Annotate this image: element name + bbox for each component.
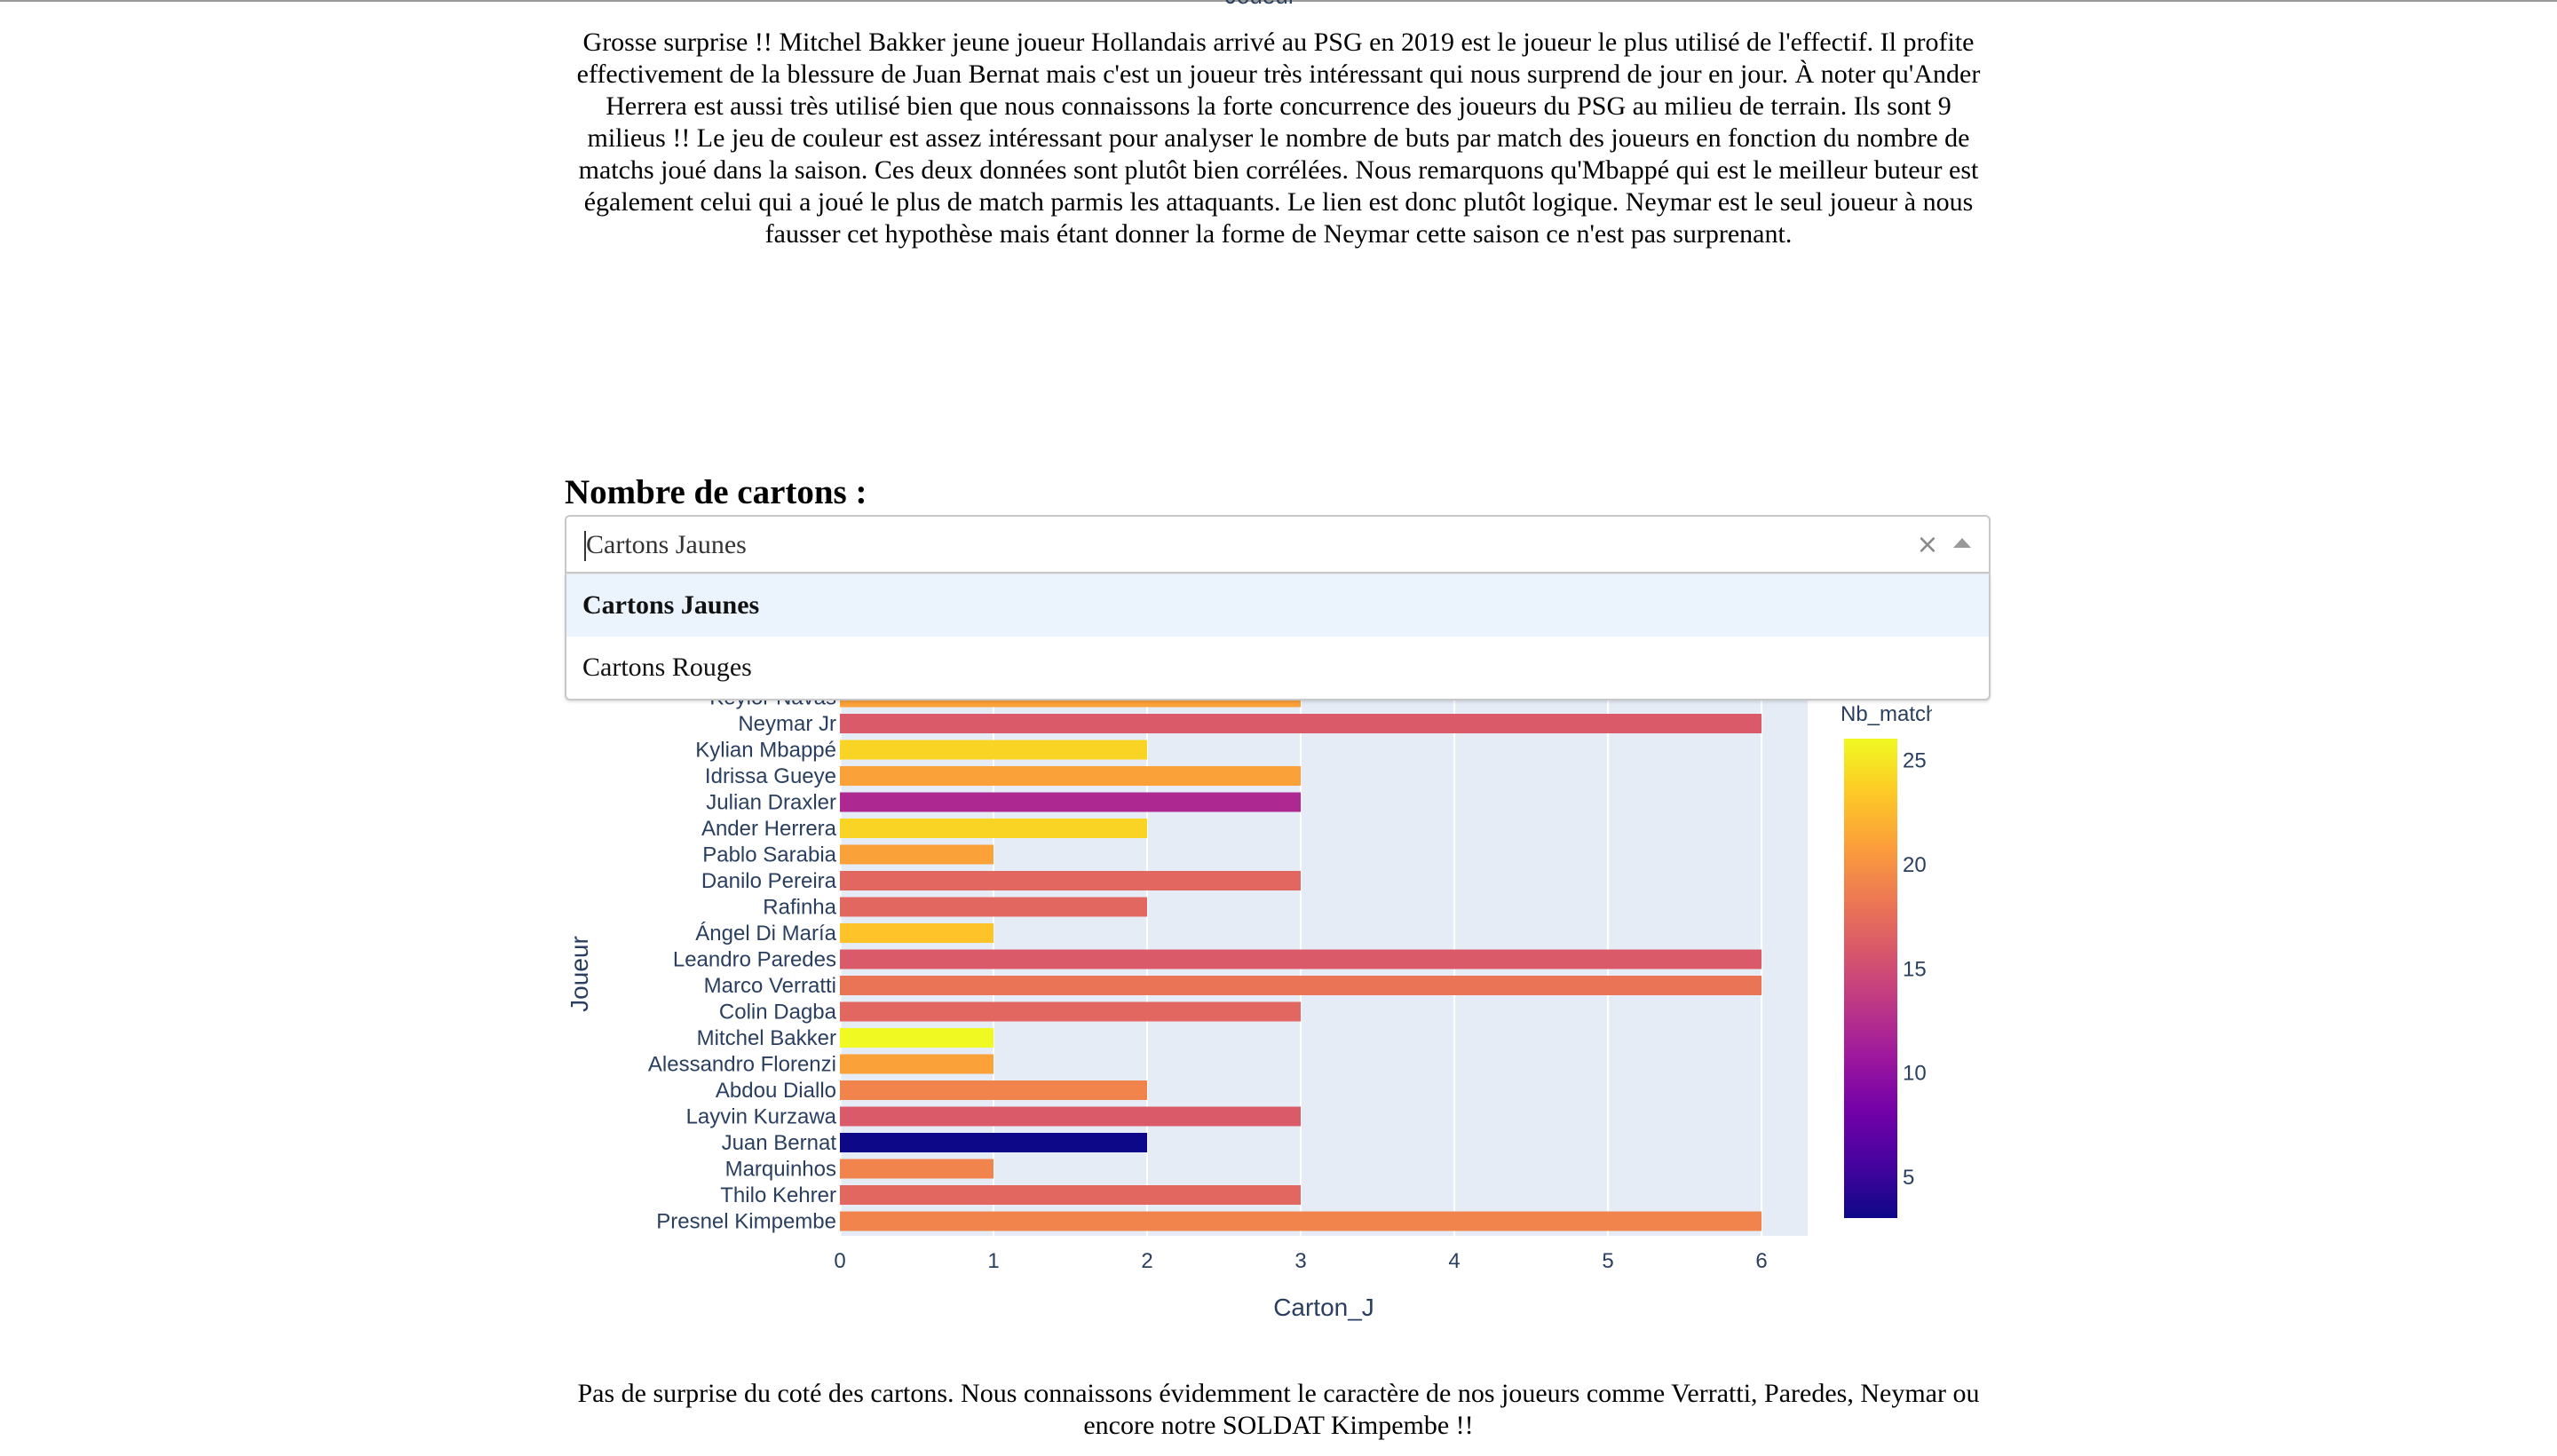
- bar-colin-dagba: [840, 1001, 1302, 1022]
- bar-kylian-mbapp-: [840, 740, 1148, 760]
- bar-danilo-pereira: [840, 871, 1302, 890]
- x-tick-label: 4: [1448, 1249, 1460, 1273]
- bar-mitchel-bakker: [840, 1028, 994, 1048]
- analysis-paragraph-cards: Pas de surprise du coté des cartons. Nou…: [577, 1379, 1980, 1440]
- x-axis-title: Carton_J: [1273, 1294, 1374, 1321]
- x-tick-label: 3: [1294, 1249, 1306, 1273]
- y-tick-label: Pablo Sarabia: [702, 843, 836, 867]
- y-tick-label: Presnel Kimpembe: [656, 1210, 836, 1234]
- bar-pablo-sarabia: [840, 844, 994, 865]
- y-tick-label: Marquinhos: [725, 1158, 836, 1182]
- colorbar-tick-label: 10: [1903, 1062, 1927, 1086]
- colorbar-tick-label: 25: [1903, 748, 1927, 772]
- x-tick-label: 5: [1602, 1249, 1613, 1273]
- y-tick-label: Idrissa Gueye: [705, 764, 836, 788]
- bar-thilo-kehrer: [840, 1185, 1302, 1205]
- bar-layvin-kurzawa: [840, 1106, 1302, 1127]
- page-top-border: [0, 0, 2557, 2]
- y-tick-label: Ángel Di María: [695, 922, 836, 946]
- y-axis-title: Joueur: [566, 936, 593, 1012]
- x-tick-label: 6: [1755, 1249, 1767, 1273]
- bar-abdou-diallo: [840, 1080, 1148, 1100]
- dropdown-option-cartons-jaunes[interactable]: Cartons Jaunes: [566, 574, 1989, 637]
- dropdown-control[interactable]: Cartons Jaunes ×: [565, 515, 1991, 574]
- text-cursor: [584, 531, 586, 561]
- y-tick-label: Neymar Jr: [738, 712, 836, 736]
- y-tick-label: Thilo Kehrer: [720, 1183, 836, 1207]
- colorbar-title: Nb_match: [1841, 702, 1932, 726]
- chevron-up-icon[interactable]: [1953, 538, 1971, 548]
- y-tick-label: Colin Dagba: [719, 1001, 837, 1025]
- bar-rafinha: [840, 897, 1148, 917]
- y-tick-label: Leandro Paredes: [673, 948, 836, 972]
- clear-icon[interactable]: ×: [1916, 529, 1939, 560]
- card-type-dropdown[interactable]: Cartons Jaunes × Cartons Jaunes Cartons …: [565, 515, 1991, 700]
- dropdown-option-cartons-rouges[interactable]: Cartons Rouges: [582, 653, 752, 682]
- bar-marco-verratti: [840, 976, 1762, 995]
- y-tick-label: Rafinha: [763, 896, 836, 920]
- y-tick-label: Abdou Diallo: [716, 1079, 836, 1103]
- bar-julian-draxler: [840, 792, 1302, 812]
- x-tick-label: 1: [987, 1249, 999, 1273]
- colorbar-tick-label: 15: [1903, 957, 1927, 981]
- y-tick-label: Ander Herrera: [701, 817, 837, 841]
- colorbar-tick-label: 5: [1903, 1166, 1914, 1190]
- colorbar: [1844, 739, 1897, 1218]
- bar-alessandro-florenzi: [840, 1054, 994, 1074]
- bar--ngel-di-mar-a: [840, 923, 994, 943]
- dropdown-menu: Cartons Jaunes Cartons Rouges: [565, 574, 1991, 700]
- x-tick-label: 0: [834, 1249, 845, 1273]
- x-tick-label: 2: [1141, 1249, 1152, 1273]
- y-tick-label: Danilo Pereira: [701, 869, 837, 893]
- y-tick-label: Juan Bernat: [722, 1131, 837, 1155]
- y-tick-label: Alessandro Florenzi: [648, 1053, 836, 1077]
- y-tick-label: Julian Draxler: [706, 791, 836, 815]
- colorbar-tick-label: 20: [1903, 853, 1927, 877]
- bar-idrissa-gueye: [840, 766, 1302, 786]
- previous-chart-axis-label-cut: Joueur: [1225, 0, 1296, 10]
- bar-marquinhos: [840, 1159, 994, 1179]
- y-tick-label: Marco Verratti: [704, 974, 836, 998]
- bar-neymar-jr: [840, 714, 1762, 733]
- bar-juan-bernat: [840, 1133, 1148, 1152]
- y-tick-label: Kylian Mbappé: [695, 739, 836, 763]
- section-title-cards: Nombre de cartons :: [565, 473, 867, 511]
- y-tick-label: Layvin Kurzawa: [686, 1105, 837, 1129]
- analysis-paragraph-matches: Grosse surprise !! Mitchel Bakker jeune …: [576, 28, 1981, 249]
- bar-leandro-paredes: [840, 949, 1762, 969]
- y-tick-label: Mitchel Bakker: [697, 1026, 836, 1050]
- bar-ander-herrera: [840, 819, 1148, 838]
- bar-presnel-kimpembe: [840, 1211, 1762, 1231]
- dropdown-selected-value[interactable]: Cartons Jaunes: [586, 530, 747, 559]
